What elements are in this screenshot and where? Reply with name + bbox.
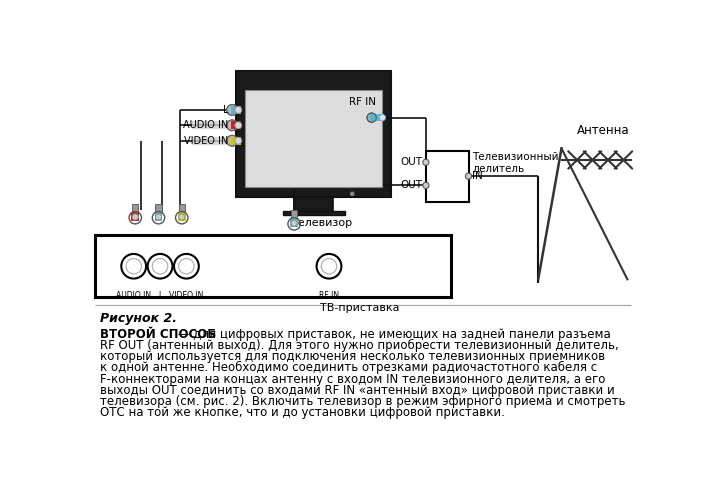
Text: RF IN: RF IN — [319, 291, 339, 300]
Circle shape — [350, 192, 354, 196]
Circle shape — [465, 173, 471, 179]
Text: который используется для подключения несколько телевизионных приемников: который используется для подключения нес… — [99, 350, 605, 363]
Text: OUT: OUT — [400, 157, 422, 167]
FancyBboxPatch shape — [231, 106, 241, 114]
Text: Антенна: Антенна — [577, 124, 630, 137]
Circle shape — [291, 220, 297, 226]
Circle shape — [422, 182, 429, 189]
Circle shape — [155, 214, 162, 220]
FancyBboxPatch shape — [192, 121, 231, 129]
FancyBboxPatch shape — [426, 151, 469, 202]
Circle shape — [153, 258, 168, 274]
FancyBboxPatch shape — [231, 137, 241, 145]
Circle shape — [235, 122, 242, 129]
FancyBboxPatch shape — [291, 210, 297, 219]
Text: Телевизионный
делитель: Телевизионный делитель — [472, 152, 559, 174]
Text: Рисунок 2.: Рисунок 2. — [99, 312, 177, 325]
Circle shape — [379, 115, 386, 121]
Text: RF OUT (антенный выход). Для этого нужно приобрести телевизионный делитель,: RF OUT (антенный выход). Для этого нужно… — [99, 339, 618, 352]
Circle shape — [121, 254, 146, 278]
Text: VIDEO IN: VIDEO IN — [184, 136, 228, 146]
Circle shape — [422, 159, 429, 165]
Text: L: L — [223, 105, 228, 115]
Circle shape — [226, 135, 238, 146]
Circle shape — [148, 254, 173, 278]
Text: Телевизор: Телевизор — [290, 219, 352, 229]
Circle shape — [179, 214, 185, 220]
FancyBboxPatch shape — [179, 204, 185, 213]
Circle shape — [132, 214, 138, 220]
FancyBboxPatch shape — [155, 204, 162, 213]
FancyBboxPatch shape — [236, 71, 391, 197]
FancyBboxPatch shape — [370, 114, 384, 121]
Circle shape — [179, 258, 194, 274]
Text: — для цифровых приставок, не имеющих на задней панели разъема: — для цифровых приставок, не имеющих на … — [174, 328, 611, 341]
FancyBboxPatch shape — [283, 211, 344, 216]
FancyBboxPatch shape — [155, 212, 163, 221]
Circle shape — [317, 254, 342, 278]
FancyBboxPatch shape — [231, 121, 241, 129]
FancyBboxPatch shape — [245, 90, 382, 187]
Text: ОТС на той же кнопке, что и до установки цифровой приставки.: ОТС на той же кнопке, что и до установки… — [99, 406, 505, 419]
FancyBboxPatch shape — [192, 137, 231, 145]
Circle shape — [321, 258, 337, 274]
Text: VIDEO IN: VIDEO IN — [169, 291, 204, 300]
Text: OUT: OUT — [400, 181, 422, 191]
Circle shape — [367, 113, 376, 122]
FancyBboxPatch shape — [131, 212, 139, 221]
Text: ТВ-приставка: ТВ-приставка — [320, 303, 400, 313]
FancyBboxPatch shape — [132, 204, 138, 213]
FancyBboxPatch shape — [95, 236, 452, 297]
Circle shape — [235, 106, 242, 113]
Text: AUDIO IN: AUDIO IN — [116, 291, 151, 300]
Circle shape — [126, 258, 141, 274]
Text: ВТОРОЙ СПОСОБ: ВТОРОЙ СПОСОБ — [99, 328, 216, 341]
Text: выходы OUT соединить со входами RF IN «антенный вход» цифровой приставки и: выходы OUT соединить со входами RF IN «а… — [99, 384, 614, 397]
Text: RF IN: RF IN — [349, 97, 376, 107]
Text: к одной антенне. Необходимо соединить отрезками радиочастотного кабеля с: к одной антенне. Необходимо соединить от… — [99, 361, 596, 374]
Text: F-коннекторами на концах антенну с входом IN телевизионного делителя, а его: F-коннекторами на концах антенну с входо… — [99, 372, 605, 386]
Circle shape — [226, 120, 238, 131]
FancyBboxPatch shape — [290, 218, 298, 227]
Circle shape — [174, 254, 199, 278]
FancyBboxPatch shape — [178, 212, 185, 221]
FancyBboxPatch shape — [294, 197, 333, 211]
Text: AUDIO IN: AUDIO IN — [183, 120, 228, 130]
Text: L: L — [158, 291, 162, 300]
Circle shape — [235, 137, 242, 144]
Text: IN: IN — [471, 171, 482, 181]
Text: телевизора (см. рис. 2). Включить телевизор в режим эфирного приема и смотреть: телевизора (см. рис. 2). Включить телеви… — [99, 395, 625, 408]
Circle shape — [226, 104, 238, 115]
